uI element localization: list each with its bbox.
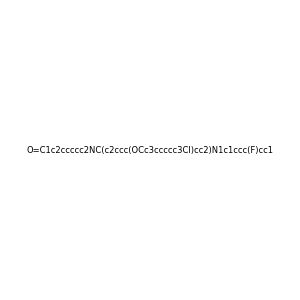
Text: O=C1c2ccccc2NC(c2ccc(OCc3ccccc3Cl)cc2)N1c1ccc(F)cc1: O=C1c2ccccc2NC(c2ccc(OCc3ccccc3Cl)cc2)N1… xyxy=(26,146,274,154)
